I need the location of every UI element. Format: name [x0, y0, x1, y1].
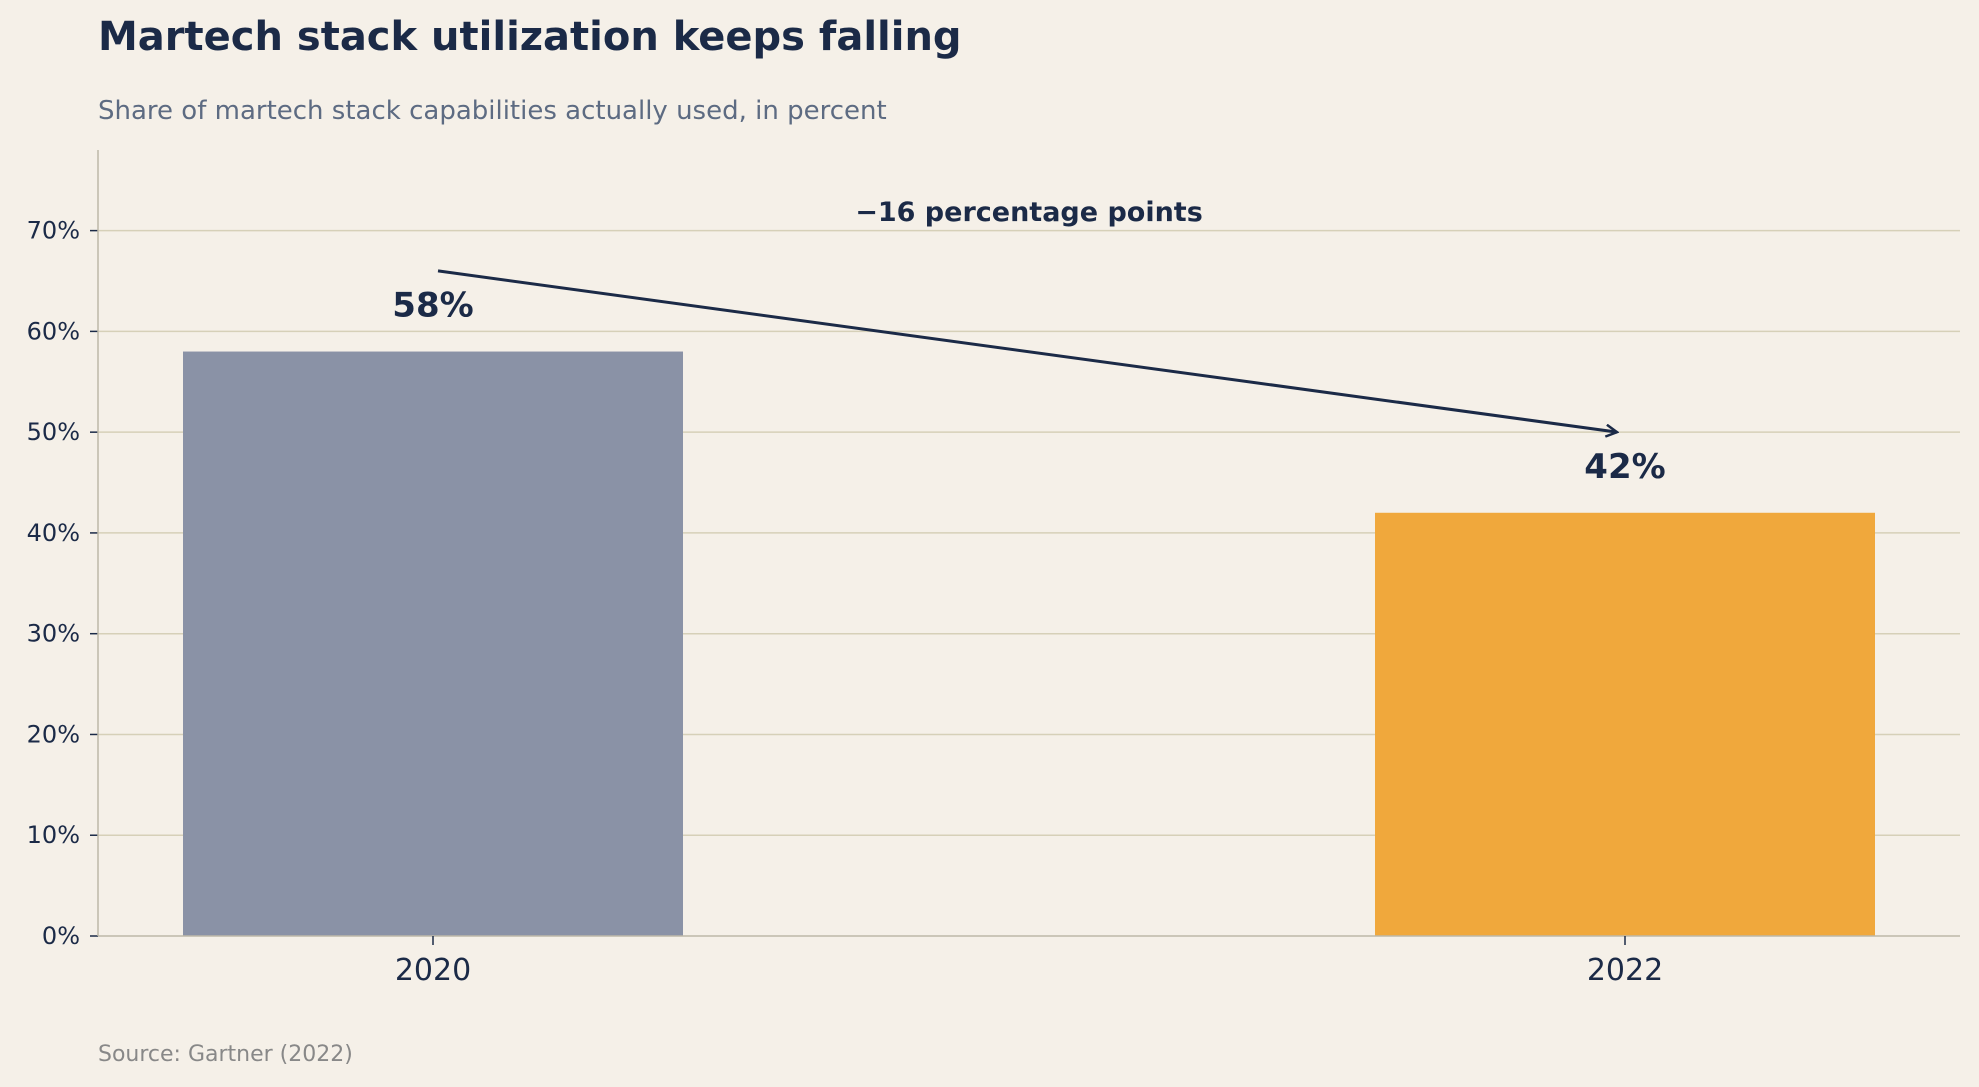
y-tick-label: 0%	[42, 922, 80, 950]
y-tick-label: 60%	[27, 317, 80, 345]
chart-title: Martech stack utilization keeps falling	[98, 14, 962, 60]
annotation-arrow	[437, 269, 1617, 432]
y-tick-label: 10%	[27, 821, 80, 849]
y-tick-label: 20%	[27, 720, 80, 748]
chart-source: Source: Gartner (2022)	[98, 1042, 353, 1067]
chart-subtitle: Share of martech stack capabilities actu…	[98, 96, 887, 126]
data-label-2022: 42%	[1584, 447, 1665, 487]
axes: 0% 10% 20% 30% 40% 50% 60% 70% 2020 2022	[27, 150, 1960, 988]
y-tick-label: 50%	[27, 418, 80, 446]
y-tick-label: 70%	[27, 217, 80, 245]
data-labels: 58% 42%	[392, 286, 1665, 487]
y-tick-label: 30%	[27, 620, 80, 648]
data-label-2020: 58%	[392, 286, 473, 326]
x-tick-label-2020: 2020	[395, 953, 471, 988]
annotation-label: −16 percentage points	[855, 197, 1203, 228]
bars	[183, 351, 1875, 936]
x-tick-label-2022: 2022	[1587, 953, 1663, 988]
annotation: −16 percentage points	[437, 197, 1617, 432]
y-tick-label: 40%	[27, 519, 80, 547]
bar-2020	[183, 351, 683, 936]
bar-2022	[1375, 512, 1875, 936]
